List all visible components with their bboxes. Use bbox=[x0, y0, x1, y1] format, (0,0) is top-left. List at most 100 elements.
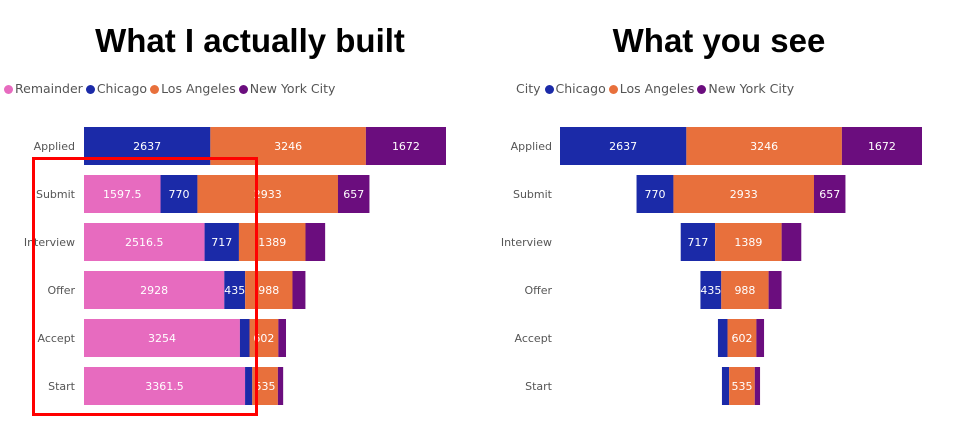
legend-label: Chicago bbox=[555, 81, 606, 96]
bar-new-york-city-submit[interactable] bbox=[337, 175, 370, 213]
left-legend: Remainder Chicago Los Angeles New York City bbox=[4, 81, 338, 96]
category-label-applied: Applied bbox=[34, 140, 75, 153]
bar-chicago-applied[interactable] bbox=[560, 127, 687, 165]
data-label-los-angeles-offer: 988 bbox=[734, 284, 755, 297]
bar-chicago-offer[interactable] bbox=[700, 271, 722, 309]
data-label-los-angeles-accept: 602 bbox=[253, 332, 274, 345]
legend-item-new-york-city[interactable]: New York City bbox=[697, 81, 794, 96]
bar-new-york-city-start[interactable] bbox=[277, 367, 284, 405]
data-label-new-york-city-submit: 657 bbox=[343, 188, 364, 201]
data-label-los-angeles-start: 535 bbox=[731, 380, 752, 393]
left-chart-heading: What I actually built bbox=[95, 22, 405, 59]
legend-title: City bbox=[516, 81, 541, 96]
bar-los-angeles-submit[interactable] bbox=[673, 175, 814, 213]
legend-item-los-angeles[interactable]: Los Angeles bbox=[150, 81, 236, 96]
legend-item-los-angeles[interactable]: Los Angeles bbox=[608, 81, 695, 96]
bar-los-angeles-accept[interactable] bbox=[727, 319, 757, 357]
category-label-accept: Accept bbox=[515, 332, 553, 345]
bar-chicago-start[interactable] bbox=[721, 367, 730, 405]
bar-los-angeles-accept[interactable] bbox=[249, 319, 279, 357]
category-label-offer: Offer bbox=[47, 284, 75, 297]
data-label-chicago-interview: 717 bbox=[211, 236, 232, 249]
category-label-interview: Interview bbox=[501, 236, 552, 249]
bar-los-angeles-offer[interactable] bbox=[721, 271, 769, 309]
bar-remainder-offer[interactable] bbox=[84, 271, 225, 309]
bar-chicago-submit[interactable] bbox=[636, 175, 674, 213]
legend-label: Los Angeles bbox=[619, 81, 695, 96]
category-label-offer: Offer bbox=[524, 284, 552, 297]
data-label-chicago-submit: 770 bbox=[644, 188, 665, 201]
category-label-applied: Applied bbox=[511, 140, 552, 153]
legend-label: Chicago bbox=[96, 81, 148, 96]
data-label-los-angeles-interview: 1389 bbox=[734, 236, 762, 249]
bar-new-york-city-interview[interactable] bbox=[305, 223, 326, 261]
data-label-chicago-offer: 435 bbox=[700, 284, 721, 297]
category-label-start: Start bbox=[48, 380, 76, 393]
bar-los-angeles-submit[interactable] bbox=[197, 175, 338, 213]
data-label-new-york-city-submit: 657 bbox=[819, 188, 840, 201]
bar-chicago-accept[interactable] bbox=[717, 319, 728, 357]
legend-dot-icon bbox=[544, 85, 554, 94]
legend-item-chicago[interactable]: Chicago bbox=[85, 81, 148, 96]
category-label-start: Start bbox=[525, 380, 553, 393]
category-label-accept: Accept bbox=[38, 332, 76, 345]
data-label-remainder-submit: 1597.5 bbox=[103, 188, 142, 201]
category-label-interview: Interview bbox=[24, 236, 75, 249]
bar-new-york-city-accept[interactable] bbox=[756, 319, 765, 357]
legend-dot-icon bbox=[608, 85, 618, 94]
data-label-chicago-offer: 435 bbox=[224, 284, 245, 297]
bar-new-york-city-offer[interactable] bbox=[292, 271, 306, 309]
data-label-new-york-city-applied: 1672 bbox=[392, 140, 420, 153]
bar-new-york-city-interview[interactable] bbox=[781, 223, 802, 261]
data-label-los-angeles-applied: 3246 bbox=[274, 140, 302, 153]
bar-new-york-city-offer[interactable] bbox=[768, 271, 782, 309]
category-label-submit: Submit bbox=[513, 188, 553, 201]
red-highlight-box bbox=[32, 157, 258, 416]
data-label-los-angeles-interview: 1389 bbox=[258, 236, 286, 249]
bar-los-angeles-applied[interactable] bbox=[686, 127, 842, 165]
bar-new-york-city-applied[interactable] bbox=[841, 127, 922, 165]
right-legend: City Chicago Los Angeles New York City bbox=[516, 81, 797, 96]
category-label-submit: Submit bbox=[36, 188, 76, 201]
bar-new-york-city-start[interactable] bbox=[754, 367, 761, 405]
legend-item-new-york-city[interactable]: New York City bbox=[238, 81, 335, 96]
bar-los-angeles-interview[interactable] bbox=[238, 223, 306, 261]
bar-los-angeles-offer[interactable] bbox=[245, 271, 293, 309]
bar-remainder-accept[interactable] bbox=[84, 319, 240, 357]
right-chart-heading: What you see bbox=[612, 22, 826, 59]
bar-los-angeles-interview[interactable] bbox=[715, 223, 782, 261]
bar-chicago-offer[interactable] bbox=[224, 271, 246, 309]
bar-chicago-interview[interactable] bbox=[680, 223, 716, 261]
bar-chicago-interview[interactable] bbox=[204, 223, 239, 261]
bar-remainder-start[interactable] bbox=[84, 367, 246, 405]
bar-new-york-city-accept[interactable] bbox=[278, 319, 287, 357]
data-label-chicago-submit: 770 bbox=[168, 188, 189, 201]
bar-remainder-submit[interactable] bbox=[84, 175, 161, 213]
bar-chicago-start[interactable] bbox=[245, 367, 253, 405]
data-label-remainder-accept: 3254 bbox=[148, 332, 176, 345]
legend-item-chicago[interactable]: Chicago bbox=[544, 81, 606, 96]
legend-item-remainder[interactable]: Remainder bbox=[4, 81, 83, 96]
legend-label: Remainder bbox=[15, 81, 83, 96]
legend-dot-icon bbox=[697, 85, 707, 94]
data-label-los-angeles-submit: 2933 bbox=[254, 188, 282, 201]
legend-dot-icon bbox=[238, 85, 248, 94]
data-label-los-angeles-accept: 602 bbox=[731, 332, 752, 345]
data-label-los-angeles-submit: 2933 bbox=[730, 188, 758, 201]
data-label-los-angeles-applied: 3246 bbox=[750, 140, 778, 153]
data-label-chicago-applied: 2637 bbox=[609, 140, 637, 153]
legend-dot-icon bbox=[150, 85, 160, 94]
data-label-chicago-interview: 717 bbox=[687, 236, 708, 249]
bar-new-york-city-submit[interactable] bbox=[813, 175, 846, 213]
bar-chicago-accept[interactable] bbox=[239, 319, 250, 357]
bar-chicago-submit[interactable] bbox=[160, 175, 198, 213]
legend-dot-icon bbox=[4, 85, 13, 94]
bar-remainder-interview[interactable] bbox=[84, 223, 205, 261]
data-label-remainder-offer: 2928 bbox=[140, 284, 168, 297]
bar-new-york-city-applied[interactable] bbox=[365, 127, 446, 165]
bar-los-angeles-start[interactable] bbox=[729, 367, 755, 405]
data-label-remainder-start: 3361.5 bbox=[145, 380, 184, 393]
data-label-remainder-interview: 2516.5 bbox=[125, 236, 164, 249]
legend-label: Los Angeles bbox=[161, 81, 236, 96]
